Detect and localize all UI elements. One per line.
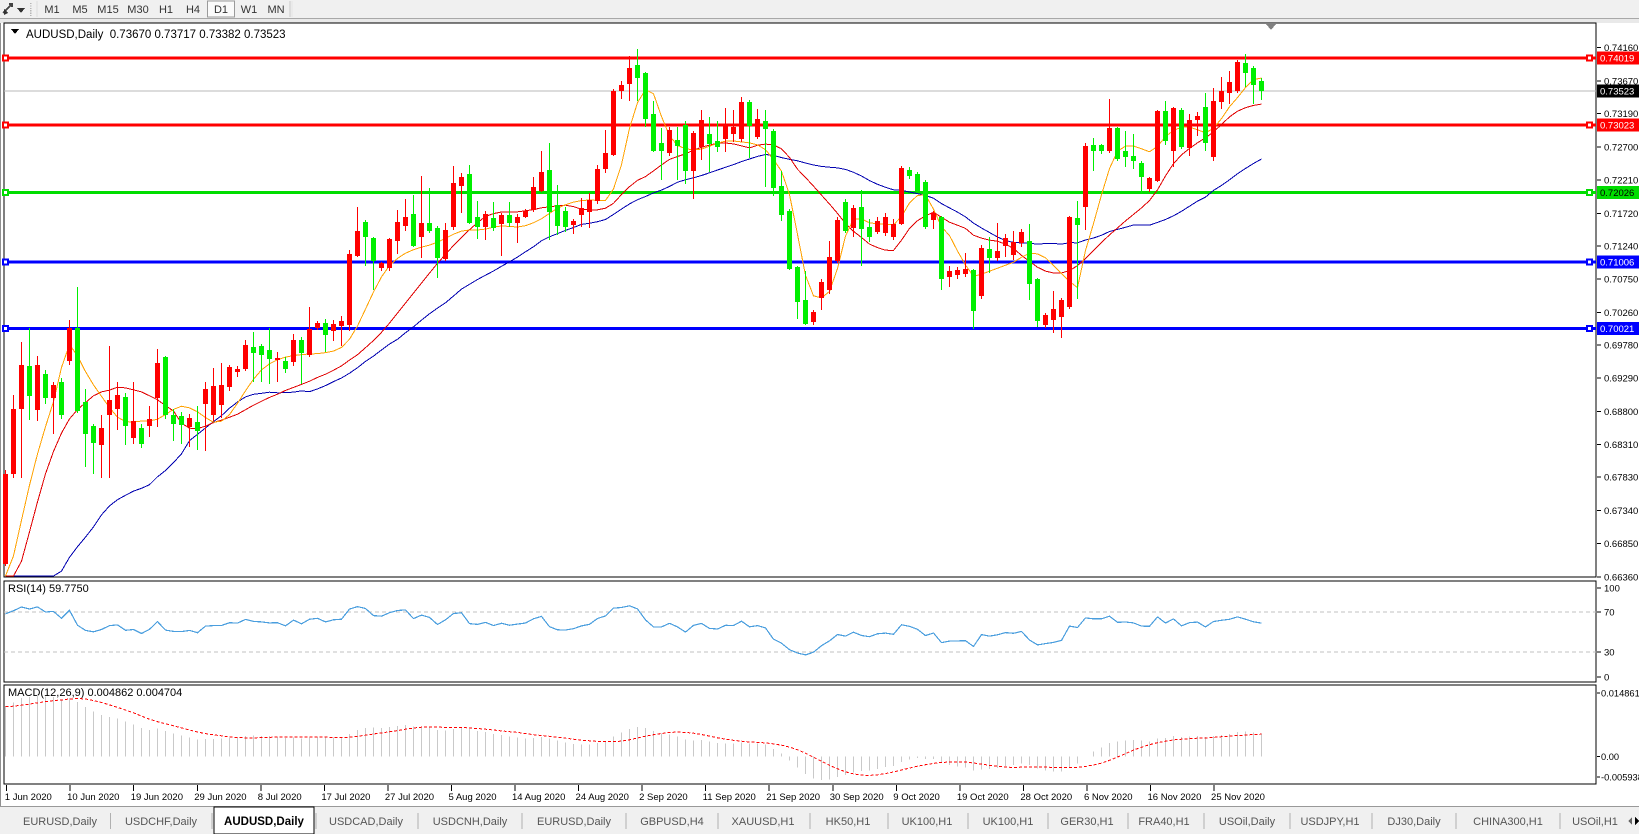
svg-text:1 Jun 2020: 1 Jun 2020 — [5, 792, 52, 803]
svg-text:0.67340: 0.67340 — [1604, 506, 1638, 517]
svg-text:0: 0 — [1604, 673, 1609, 684]
svg-text:XAUUSD,H1: XAUUSD,H1 — [732, 816, 795, 828]
svg-text:USOil,Daily: USOil,Daily — [1219, 816, 1276, 828]
svg-text:0.70260: 0.70260 — [1604, 308, 1638, 319]
svg-text:0.73670: 0.73670 — [1604, 77, 1638, 88]
svg-text:AUDUSD,Daily 0.73670 0.73717: AUDUSD,Daily 0.73670 0.73717 0.73382 0.7… — [26, 29, 286, 41]
svg-text:8 Jul 2020: 8 Jul 2020 — [258, 792, 302, 803]
svg-text:USOil,H1: USOil,H1 — [1572, 816, 1618, 828]
svg-text:21 Sep 2020: 21 Sep 2020 — [766, 792, 820, 803]
svg-text:24 Aug 2020: 24 Aug 2020 — [576, 792, 629, 803]
svg-text:2 Sep 2020: 2 Sep 2020 — [639, 792, 688, 803]
svg-text:0.68800: 0.68800 — [1604, 407, 1638, 418]
svg-text:0.67830: 0.67830 — [1604, 473, 1638, 484]
svg-text:USDCAD,Daily: USDCAD,Daily — [329, 816, 403, 828]
svg-text:USDCHF,Daily: USDCHF,Daily — [125, 816, 198, 828]
svg-text:GBPUSD,H4: GBPUSD,H4 — [640, 816, 704, 828]
svg-text:19 Jun 2020: 19 Jun 2020 — [131, 792, 183, 803]
svg-text:19 Oct 2020: 19 Oct 2020 — [957, 792, 1009, 803]
svg-text:CHINA300,H1: CHINA300,H1 — [1473, 816, 1543, 828]
svg-text:M5: M5 — [72, 4, 87, 16]
svg-text:30: 30 — [1604, 648, 1615, 659]
svg-text:M1: M1 — [44, 4, 59, 16]
svg-text:5 Aug 2020: 5 Aug 2020 — [448, 792, 496, 803]
svg-text:0.68310: 0.68310 — [1604, 440, 1638, 451]
svg-text:D1: D1 — [214, 4, 228, 16]
svg-text:100: 100 — [1604, 584, 1620, 595]
svg-text:HK50,H1: HK50,H1 — [826, 816, 871, 828]
svg-text:0.70021: 0.70021 — [1600, 324, 1634, 335]
svg-text:6 Nov 2020: 6 Nov 2020 — [1084, 792, 1133, 803]
svg-text:11 Sep 2020: 11 Sep 2020 — [703, 792, 756, 803]
svg-text:EURUSD,Daily: EURUSD,Daily — [537, 816, 611, 828]
svg-text:0.69290: 0.69290 — [1604, 374, 1638, 385]
svg-text:AUDUSD,Daily: AUDUSD,Daily — [224, 816, 304, 828]
svg-text:0.014861: 0.014861 — [1601, 689, 1639, 699]
svg-text:MACD(12,26,9) 0.004862 0.00470: MACD(12,26,9) 0.004862 0.004704 — [8, 687, 182, 699]
svg-text:25 Nov 2020: 25 Nov 2020 — [1211, 792, 1265, 803]
svg-text:16 Nov 2020: 16 Nov 2020 — [1148, 792, 1202, 803]
svg-text:70: 70 — [1604, 608, 1615, 619]
svg-text:USDCNH,Daily: USDCNH,Daily — [433, 816, 508, 828]
svg-text:10 Jun 2020: 10 Jun 2020 — [67, 792, 119, 803]
svg-text:0.70750: 0.70750 — [1604, 275, 1638, 286]
svg-text:27 Jul 2020: 27 Jul 2020 — [385, 792, 434, 803]
svg-text:H4: H4 — [186, 4, 200, 16]
svg-text:FRA40,H1: FRA40,H1 — [1138, 816, 1189, 828]
svg-text:0.72026: 0.72026 — [1600, 188, 1634, 199]
svg-text:MN: MN — [267, 4, 284, 16]
svg-text:29 Jun 2020: 29 Jun 2020 — [194, 792, 246, 803]
svg-text:DJ30,Daily: DJ30,Daily — [1387, 816, 1441, 828]
svg-text:EURUSD,Daily: EURUSD,Daily — [23, 816, 97, 828]
svg-text:0.72700: 0.72700 — [1604, 142, 1638, 153]
svg-text:0.73190: 0.73190 — [1604, 109, 1638, 120]
svg-text:0.66360: 0.66360 — [1604, 572, 1638, 583]
svg-text:0.69780: 0.69780 — [1604, 340, 1638, 351]
svg-text:RSI(14) 59.7750: RSI(14) 59.7750 — [8, 583, 89, 595]
svg-text:UK100,H1: UK100,H1 — [983, 816, 1034, 828]
svg-text:H1: H1 — [159, 4, 173, 16]
svg-text:0.73523: 0.73523 — [1600, 87, 1634, 98]
svg-text:30 Sep 2020: 30 Sep 2020 — [830, 792, 884, 803]
svg-text:0.66850: 0.66850 — [1604, 539, 1638, 550]
svg-text:0.71006: 0.71006 — [1600, 258, 1634, 269]
svg-text:9 Oct 2020: 9 Oct 2020 — [893, 792, 939, 803]
svg-text:M30: M30 — [127, 4, 148, 16]
svg-text:0.74160: 0.74160 — [1604, 43, 1638, 54]
svg-text:0.73023: 0.73023 — [1600, 121, 1634, 132]
svg-text:0.74019: 0.74019 — [1600, 54, 1634, 65]
svg-text:14 Aug 2020: 14 Aug 2020 — [512, 792, 565, 803]
svg-text:0.72210: 0.72210 — [1604, 176, 1638, 187]
svg-text:GER30,H1: GER30,H1 — [1060, 816, 1113, 828]
svg-text:0.00: 0.00 — [1601, 752, 1619, 762]
svg-text:17 Jul 2020: 17 Jul 2020 — [321, 792, 370, 803]
svg-text:M15: M15 — [97, 4, 118, 16]
svg-text:28 Oct 2020: 28 Oct 2020 — [1020, 792, 1072, 803]
svg-text:0.71240: 0.71240 — [1604, 241, 1638, 252]
svg-text:W1: W1 — [241, 4, 258, 16]
svg-text:UK100,H1: UK100,H1 — [902, 816, 953, 828]
svg-text:-0.005938: -0.005938 — [1601, 773, 1639, 783]
svg-text:USDJPY,H1: USDJPY,H1 — [1300, 816, 1359, 828]
svg-text:0.71720: 0.71720 — [1604, 209, 1638, 220]
